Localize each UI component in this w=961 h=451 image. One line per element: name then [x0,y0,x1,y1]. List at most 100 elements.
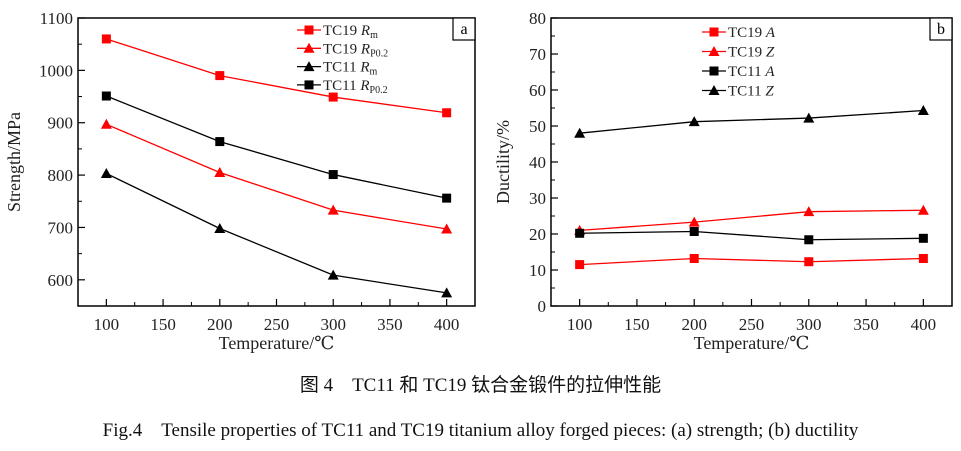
legend-entry: TC19 RP0.2 [297,41,388,59]
chart-panel-b: 100 150 200 250 300 350 400 0 10 20 30 40 50 60 70 80 Te… [493,9,953,353]
series-line [579,209,924,232]
caption-chinese: 图 4 TC11 和 TC19 钛合金锻件的拉伸性能 [299,375,662,396]
series-tc11-a [575,226,928,245]
x-tick-label: 150 [150,315,176,334]
data-point [917,105,929,116]
data-point [575,260,585,270]
data-point [804,257,814,267]
y-tick-label: 800 [48,166,74,185]
data-point [918,233,928,243]
data-point [100,118,112,129]
y-tick-label: 30 [529,189,546,208]
series-tc11-rp0-2 [101,91,452,203]
legend-marker [303,61,315,72]
y-axis-label: Ductility/% [493,120,513,204]
series-line [106,123,447,230]
plot-frame [77,17,476,307]
legend-entry: TC19 Rm [297,23,378,41]
data-point [574,127,586,138]
legend-marker [708,46,720,56]
data-point [441,223,453,234]
data-point [804,235,814,245]
x-tick-label: 250 [739,315,765,334]
x-tick-label: 200 [207,315,233,334]
legend-marker [709,27,719,37]
data-point [215,71,225,81]
data-point [101,34,111,44]
series-line [106,38,447,114]
y-tick-label: 10 [529,261,546,280]
x-tick-label: 100 [94,315,120,334]
legend-marker [708,85,720,95]
legend-label: TC19 RP0.2 [323,41,388,59]
y-tick-label: 80 [529,9,546,28]
data-point [214,223,226,234]
panel-label-box [929,17,953,41]
legend-marker [304,25,314,35]
data-point [100,168,112,179]
legend-marker [709,66,719,76]
y-tick-label: 1100 [40,9,73,28]
data-point [328,170,338,180]
y-tick-label: 50 [529,117,546,136]
x-axis-label: Temperature/℃ [694,333,810,353]
legend-entry: TC19 Z [702,45,775,61]
series-tc11-z [574,105,929,138]
series-tc19-a [575,253,928,270]
legend-marker [304,80,314,90]
panel-label-box [452,17,476,41]
data-point [688,116,700,127]
x-tick-label: 300 [796,315,822,334]
data-point [918,253,928,263]
series-line [106,172,447,294]
data-point [214,166,226,177]
legend-label: TC19 Z [728,45,775,61]
data-point [442,108,452,118]
data-point [327,204,339,215]
series-line [579,230,924,241]
legend-label: TC11 A [728,64,775,80]
series-tc19-rm [101,34,452,118]
data-point [688,216,700,227]
data-point [689,253,699,263]
legend-entry: TC11 A [702,64,775,80]
data-point [101,91,111,101]
x-tick-label: 350 [377,315,403,334]
legend-entry: TC11 RP0.2 [297,78,388,96]
y-axis-label: Strength/MPa [4,112,24,212]
data-point [441,287,453,298]
series-tc19-rp0-2 [100,118,453,234]
legend-entry: TC11 Z [702,84,774,100]
y-tick-label: 60 [529,81,546,100]
y-tick-label: 1000 [39,61,73,80]
data-point [328,92,338,102]
data-point [689,226,699,236]
x-tick-label: 400 [434,315,460,334]
x-axis-label: Temperature/℃ [219,333,335,353]
data-point [803,112,815,123]
panel-label: b [937,21,945,38]
y-tick-label: 900 [48,114,74,133]
y-tick-label: 20 [529,225,546,244]
x-tick-label: 400 [911,315,937,334]
legend-label: TC11 RP0.2 [323,78,388,96]
chart-panel-a: 100 150 200 250 300 350 400 600 700 800 900 1000 110… [4,9,476,353]
legend-entry: TC19 A [702,25,776,41]
data-point [215,137,225,147]
data-point [442,193,452,203]
data-point [327,269,339,280]
x-tick-label: 350 [853,315,879,334]
x-tick-label: 250 [264,315,290,334]
x-tick-label: 150 [624,315,650,334]
data-point [917,204,929,215]
series-tc19-z [574,204,929,235]
legend-label: TC19 Rm [323,23,378,41]
x-tick-label: 300 [320,315,346,334]
y-tick-label: 600 [48,271,74,290]
y-tick-label: 40 [529,153,546,172]
data-point [803,206,815,217]
series-line [106,95,447,199]
y-tick-label: 700 [48,218,74,237]
y-tick-label: 70 [529,45,546,64]
data-point [575,228,585,238]
